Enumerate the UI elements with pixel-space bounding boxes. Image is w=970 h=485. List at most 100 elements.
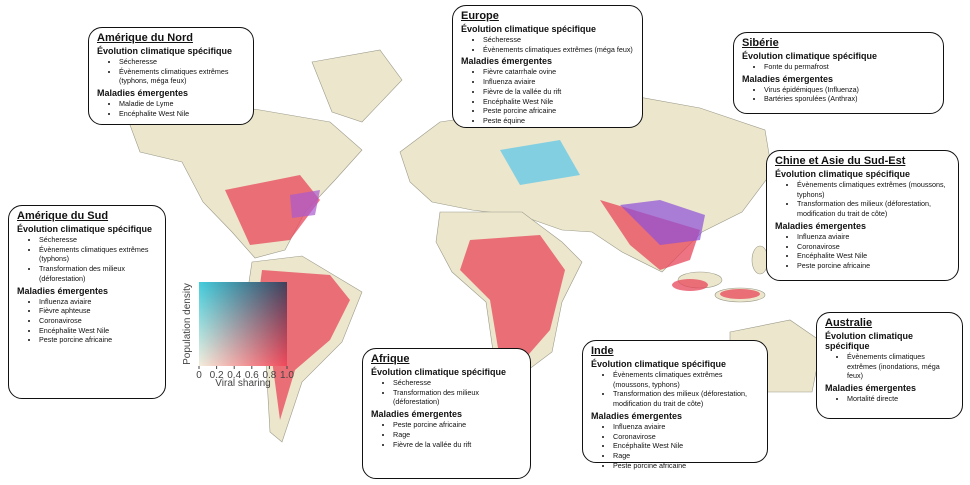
climate-item: Transformation des milieux (déforestatio… bbox=[797, 199, 950, 218]
climate-list: Évènements climatiques extrêmes (mousson… bbox=[591, 370, 759, 409]
disease-item: Influenza aviaire bbox=[797, 232, 950, 242]
region-title: Amérique du Nord bbox=[97, 32, 193, 44]
climate-item: Transformation des milieux (déforestatio… bbox=[613, 389, 759, 408]
legend-gradient-overlay bbox=[199, 282, 287, 366]
climate-item: Évènements climatiques extrêmes (typhons… bbox=[119, 67, 245, 86]
climate-item: Sécheresse bbox=[483, 35, 634, 45]
disease-item: Peste porcine africaine bbox=[483, 106, 634, 116]
region-box: Amérique du Sud Évolution climatique spéc… bbox=[8, 205, 166, 399]
region-title: Europe bbox=[461, 10, 499, 22]
legend-tick-label: 0.4 bbox=[227, 370, 241, 381]
climate-list: Évènements climatiques extrêmes (mousson… bbox=[775, 180, 950, 219]
section-heading: Maladies émergentes bbox=[17, 285, 109, 296]
legend-tick-label: 1.0 bbox=[280, 370, 294, 381]
climate-item: Sécheresse bbox=[119, 57, 245, 67]
climate-item: Évènements climatiques extrêmes (mousson… bbox=[797, 180, 950, 199]
region-title: Amérique du Sud bbox=[17, 210, 109, 222]
region-title: Chine et Asie du Sud-Est bbox=[775, 155, 906, 167]
disease-item: Fièvre de la vallée du rift bbox=[483, 87, 634, 97]
disease-item: Virus épidémiques (Influenza) bbox=[764, 85, 935, 95]
section-heading: Évolution climatique spécifique bbox=[775, 169, 911, 179]
disease-item: Encéphalite West Nile bbox=[119, 109, 245, 119]
disease-item: Coronavirose bbox=[39, 316, 157, 326]
section-heading: Maladies émergentes bbox=[371, 409, 463, 420]
climate-item: Évènements climatiques extrêmes (typhons… bbox=[39, 245, 157, 264]
disease-item: Fièvre de la vallée du rift bbox=[393, 440, 522, 450]
section-heading: Évolution climatique spécifique bbox=[17, 224, 153, 234]
disease-item: Peste porcine africaine bbox=[797, 261, 950, 271]
region-box: Afrique Évolution climatique spécifiqueSé… bbox=[362, 348, 531, 479]
legend-y-label: Population density bbox=[182, 283, 193, 365]
disease-item: Maladie de Lyme bbox=[119, 99, 245, 109]
region-title: Inde bbox=[591, 345, 614, 357]
disease-list: Mortalité directe bbox=[825, 394, 954, 404]
disease-item: Coronavirose bbox=[797, 242, 950, 252]
region-box: Chine et Asie du Sud-Est Évolution climat… bbox=[766, 150, 959, 281]
disease-item: Encéphalite West Nile bbox=[613, 441, 759, 451]
legend-x-label: Viral sharing bbox=[215, 378, 270, 389]
climate-list: Évènements climatiques extrêmes (inondat… bbox=[825, 352, 954, 381]
section-heading: Maladies émergentes bbox=[461, 56, 553, 67]
climate-list: SécheresseÉvènements climatiques extrême… bbox=[17, 235, 157, 284]
region-title: Australie bbox=[825, 317, 873, 329]
climate-item: Évènements climatiques extrêmes (méga fe… bbox=[483, 45, 634, 55]
climate-item: Sécheresse bbox=[39, 235, 157, 245]
climate-item: Transformation des milieux (déforestatio… bbox=[393, 388, 522, 407]
section-heading: Évolution climatique spécifique bbox=[371, 367, 507, 377]
disease-item: Bartéries sporulées (Anthrax) bbox=[764, 94, 935, 104]
disease-item: Encéphalite West Nile bbox=[797, 251, 950, 261]
climate-item: Évènements climatiques extrêmes (inondat… bbox=[847, 352, 954, 381]
climate-item: Évènements climatiques extrêmes (mousson… bbox=[613, 370, 759, 389]
disease-item: Peste porcine africaine bbox=[39, 335, 157, 345]
climate-list: SécheresseÉvènements climatiques extrême… bbox=[97, 57, 245, 86]
climate-list: SécheresseÉvènements climatiques extrême… bbox=[461, 35, 634, 54]
disease-item: Fièvre catarrhale ovine bbox=[483, 67, 634, 77]
legend-tick-label: 0 bbox=[196, 370, 202, 381]
region-title: Afrique bbox=[371, 353, 410, 365]
region-box: Europe Évolution climatique spécifiqueSéc… bbox=[452, 5, 643, 128]
climate-item: Transformation des milieux (déforestatio… bbox=[39, 264, 157, 283]
disease-item: Mortalité directe bbox=[847, 394, 954, 404]
region-title: Sibérie bbox=[742, 37, 779, 49]
legend-tick-label: 0.8 bbox=[262, 370, 276, 381]
section-heading: Maladies émergentes bbox=[825, 383, 917, 394]
region-box: Amérique du Nord Évolution climatique spé… bbox=[88, 27, 254, 125]
region-box: Inde Évolution climatique spécifiqueÉvène… bbox=[582, 340, 768, 470]
section-heading: Évolution climatique spécifique bbox=[825, 331, 914, 351]
disease-item: Influenza aviaire bbox=[39, 297, 157, 307]
region-box: Australie Évolution climatique spécifique… bbox=[816, 312, 963, 419]
disease-item: Influenza aviaire bbox=[613, 422, 759, 432]
disease-list: Maladie de LymeEncéphalite West Nile bbox=[97, 99, 245, 118]
legend: Viral sharing Population density 0 0.2 0.4… bbox=[182, 282, 294, 389]
disease-item: Influenza aviaire bbox=[483, 77, 634, 87]
climate-list: Fonte du permafrost bbox=[742, 62, 935, 72]
legend-tick-label: 0.2 bbox=[210, 370, 224, 381]
disease-item: Peste porcine africaine bbox=[393, 420, 522, 430]
disease-item: Rage bbox=[613, 451, 759, 461]
disease-item: Peste porcine africaine bbox=[613, 461, 759, 471]
climate-list: SécheresseTransformation des milieux (dé… bbox=[371, 378, 522, 407]
disease-list: Influenza aviaireCoronaviroseEncéphalite… bbox=[775, 232, 950, 271]
disease-list: Peste porcine africaineRageFièvre de la … bbox=[371, 420, 522, 449]
section-heading: Évolution climatique spécifique bbox=[742, 51, 878, 61]
section-heading: Maladies émergentes bbox=[591, 410, 683, 421]
climate-item: Fonte du permafrost bbox=[764, 62, 935, 72]
section-heading: Maladies émergentes bbox=[742, 73, 834, 84]
section-heading: Maladies émergentes bbox=[97, 88, 189, 99]
disease-list: Influenza aviaireFièvre aphteuseCoronavi… bbox=[17, 297, 157, 346]
disease-item: Rage bbox=[393, 430, 522, 440]
disease-list: Fièvre catarrhale ovineInfluenza aviaire… bbox=[461, 67, 634, 125]
dense-areas bbox=[290, 140, 705, 245]
section-heading: Évolution climatique spécifique bbox=[461, 24, 597, 34]
section-heading: Maladies émergentes bbox=[775, 220, 867, 231]
climate-item: Sécheresse bbox=[393, 378, 522, 388]
section-heading: Évolution climatique spécifique bbox=[591, 359, 727, 369]
legend-tick-label: 0.6 bbox=[245, 370, 259, 381]
disease-item: Encéphalite West Nile bbox=[39, 326, 157, 336]
disease-item: Peste équine bbox=[483, 116, 634, 126]
region-box: Sibérie Évolution climatique spécifiqueFo… bbox=[733, 32, 944, 114]
disease-item: Encéphalite West Nile bbox=[483, 97, 634, 107]
section-heading: Évolution climatique spécifique bbox=[97, 46, 233, 56]
disease-list: Virus épidémiques (Influenza)Bartéries s… bbox=[742, 85, 935, 104]
